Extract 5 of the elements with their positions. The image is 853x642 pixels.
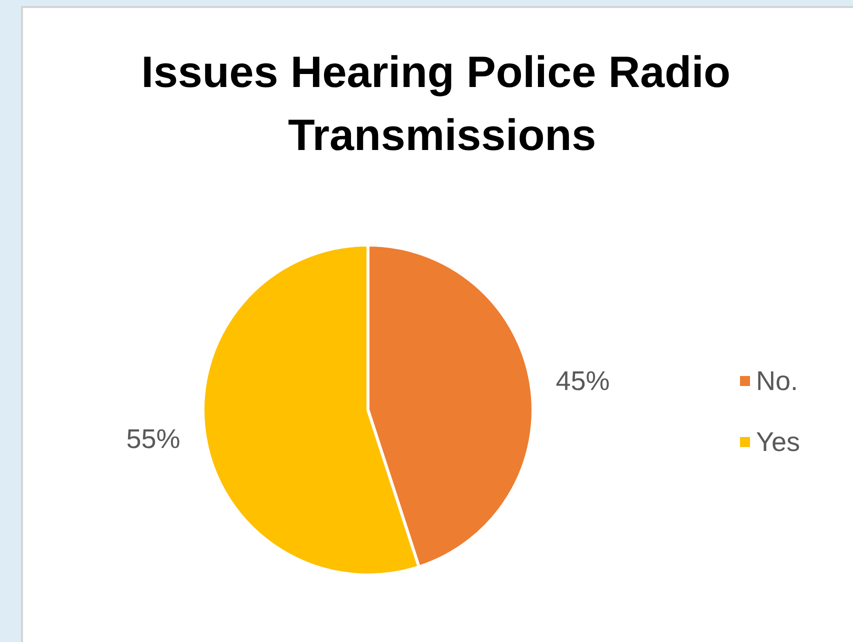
data-label: 45% — [556, 366, 610, 396]
chart-title: Issues Hearing Police Radio Transmissions — [141, 48, 743, 160]
legend-label: Yes — [756, 427, 800, 457]
legend-label: No. — [756, 366, 798, 396]
data-label: 55% — [126, 424, 180, 454]
